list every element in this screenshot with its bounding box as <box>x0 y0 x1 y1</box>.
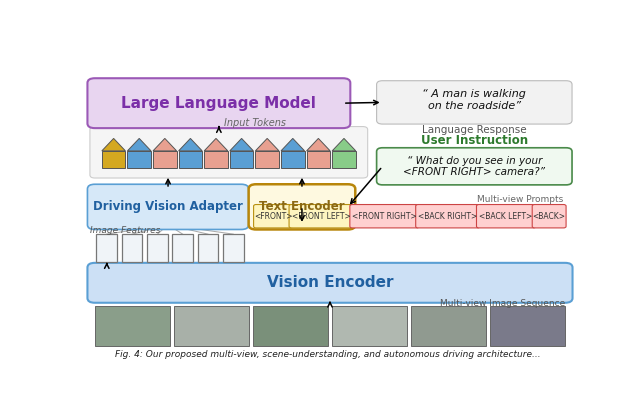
Text: Text Encoder: Text Encoder <box>259 200 345 213</box>
Polygon shape <box>307 139 330 151</box>
Polygon shape <box>332 139 356 151</box>
FancyBboxPatch shape <box>88 263 573 303</box>
Text: <BACK>: <BACK> <box>532 212 566 221</box>
Bar <box>411 306 486 346</box>
Polygon shape <box>102 139 125 151</box>
FancyBboxPatch shape <box>477 205 536 228</box>
Bar <box>281 151 305 168</box>
Polygon shape <box>281 139 305 151</box>
Bar <box>223 234 244 262</box>
FancyBboxPatch shape <box>289 205 353 228</box>
Text: Input Tokens: Input Tokens <box>224 118 286 128</box>
Bar <box>174 306 249 346</box>
Bar <box>332 151 356 168</box>
FancyBboxPatch shape <box>90 126 368 178</box>
FancyBboxPatch shape <box>532 205 566 228</box>
Bar <box>97 234 117 262</box>
Polygon shape <box>255 139 279 151</box>
Text: Vision Encoder: Vision Encoder <box>267 275 393 290</box>
FancyBboxPatch shape <box>253 205 292 228</box>
Text: <FRONT RIGHT>: <FRONT RIGHT> <box>352 212 417 221</box>
Text: Multi-view Prompts: Multi-view Prompts <box>477 195 564 204</box>
Bar <box>172 234 193 262</box>
Bar <box>127 151 151 168</box>
FancyBboxPatch shape <box>416 205 480 228</box>
Bar <box>307 151 330 168</box>
Polygon shape <box>153 139 177 151</box>
Text: Large Language Model: Large Language Model <box>122 96 316 111</box>
Bar <box>253 306 328 346</box>
Text: <BACK RIGHT>: <BACK RIGHT> <box>418 212 477 221</box>
Text: <BACK LEFT>: <BACK LEFT> <box>479 212 532 221</box>
Polygon shape <box>179 139 202 151</box>
Text: Fig. 4: Our proposed multi-view, scene-understanding, and autonomous driving arc: Fig. 4: Our proposed multi-view, scene-u… <box>115 350 541 359</box>
Text: User Instruction: User Instruction <box>420 134 528 147</box>
Bar <box>147 234 168 262</box>
Bar <box>95 306 170 346</box>
Text: <FRONT LEFT>: <FRONT LEFT> <box>292 212 351 221</box>
Polygon shape <box>204 139 228 151</box>
Bar <box>230 151 253 168</box>
Text: Multi-view Image Sequence: Multi-view Image Sequence <box>440 299 565 308</box>
Bar <box>153 151 177 168</box>
Bar <box>255 151 279 168</box>
Bar <box>122 234 143 262</box>
Bar <box>204 151 228 168</box>
FancyBboxPatch shape <box>376 148 572 185</box>
Text: <FRONT>: <FRONT> <box>254 212 292 221</box>
Text: Language Response: Language Response <box>422 125 527 135</box>
Text: Image Features: Image Features <box>90 226 161 235</box>
FancyBboxPatch shape <box>350 205 419 228</box>
Bar <box>102 151 125 168</box>
Polygon shape <box>127 139 151 151</box>
Bar <box>490 306 565 346</box>
Bar <box>198 234 218 262</box>
Text: “ What do you see in your
<FRONT RIGHT> camera?”: “ What do you see in your <FRONT RIGHT> … <box>403 156 545 177</box>
Polygon shape <box>230 139 253 151</box>
Text: “ A man is walking
on the roadside”: “ A man is walking on the roadside” <box>422 89 526 111</box>
Bar <box>332 306 407 346</box>
Bar <box>179 151 202 168</box>
Text: Driving Vision Adapter: Driving Vision Adapter <box>93 200 243 213</box>
FancyBboxPatch shape <box>88 78 350 128</box>
FancyBboxPatch shape <box>88 184 248 230</box>
FancyBboxPatch shape <box>248 184 355 230</box>
FancyBboxPatch shape <box>376 81 572 124</box>
